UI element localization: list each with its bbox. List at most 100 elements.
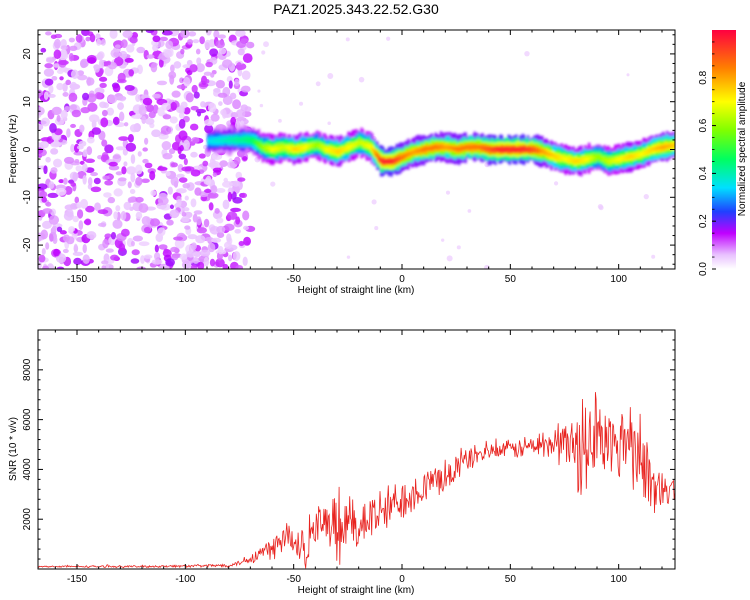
noise-speckle — [114, 44, 121, 49]
noise-speckle — [259, 103, 264, 108]
ridge-segment — [350, 144, 353, 148]
ridge-segment — [329, 147, 332, 153]
ridge-segment — [498, 148, 501, 152]
noise-speckle — [278, 118, 282, 123]
noise-speckle — [142, 147, 148, 152]
ridge-segment — [571, 158, 574, 163]
ridge-segment — [212, 139, 215, 143]
ridge-segment — [251, 138, 254, 143]
noise-speckle — [200, 101, 206, 108]
noise-speckle — [38, 260, 42, 269]
ridge-segment — [582, 158, 586, 162]
noise-speckle — [38, 124, 44, 130]
noise-speckle — [204, 118, 215, 127]
noise-speckle — [73, 257, 82, 265]
ridge-segment — [265, 146, 268, 150]
ridge-segment — [476, 144, 479, 149]
noise-speckle — [221, 181, 233, 188]
colorbar-tick-label: 0.4 — [698, 166, 709, 180]
noise-speckle — [176, 173, 185, 178]
noise-speckle — [129, 36, 138, 44]
colorbar-tick-label: 0.2 — [698, 214, 709, 228]
ridge-segment — [208, 138, 211, 143]
ridge-segment — [633, 154, 636, 158]
noise-speckle — [87, 31, 94, 37]
ridge-segment — [268, 146, 271, 150]
ridge-segment — [398, 156, 401, 161]
y-tick-label: 6000 — [22, 408, 33, 431]
ridge-segment — [303, 146, 306, 150]
ridge-segment — [499, 147, 502, 151]
noise-speckle — [162, 114, 172, 120]
ridge-segment — [547, 152, 551, 156]
ridge-segment — [434, 144, 437, 149]
noise-speckle — [157, 166, 168, 171]
noise-speckle — [184, 195, 189, 201]
ridge-segment — [346, 145, 349, 150]
ridge-segment — [242, 137, 245, 142]
noise-speckle — [69, 104, 77, 111]
ridge-segment — [426, 147, 430, 151]
ridge-segment — [227, 137, 231, 142]
noise-speckle — [152, 35, 161, 43]
noise-speckle — [66, 208, 74, 218]
ridge-segment — [586, 157, 590, 162]
noise-speckle — [62, 234, 71, 242]
noise-speckle — [152, 93, 161, 99]
noise-speckle — [43, 165, 48, 175]
ridge-segment — [392, 158, 396, 163]
ridge-segment — [481, 146, 484, 151]
noise-speckle — [238, 240, 245, 247]
noise-speckle — [232, 251, 241, 261]
ridge-segment — [416, 148, 419, 154]
noise-speckle — [203, 178, 212, 185]
ridge-segment — [300, 146, 304, 151]
noise-speckle — [45, 201, 52, 207]
ridge-segment — [519, 147, 522, 152]
noise-speckle — [44, 78, 54, 86]
noise-speckle — [142, 97, 153, 106]
noise-speckle — [190, 242, 197, 251]
ridge-segment — [221, 138, 224, 143]
ridge-segment — [437, 145, 440, 150]
ridge-segment — [331, 148, 335, 153]
noise-speckle — [235, 171, 243, 180]
noise-speckle — [110, 254, 119, 261]
noise-speckle — [524, 50, 530, 57]
noise-speckle — [180, 48, 185, 55]
noise-speckle — [82, 92, 90, 101]
ridge-segment — [480, 145, 483, 149]
ridge-segment — [608, 159, 612, 164]
noise-speckle — [163, 49, 172, 58]
noise-speckle — [237, 48, 245, 56]
ridge-segment — [638, 152, 642, 156]
noise-speckle — [112, 153, 122, 164]
ridge-segment — [435, 145, 439, 150]
y-tick-label: 2000 — [22, 508, 33, 531]
ridge-segment — [469, 145, 473, 149]
ridge-segment — [266, 146, 270, 150]
noise-speckle — [192, 257, 200, 264]
ridge-segment — [379, 159, 383, 163]
ridge-segment — [231, 138, 235, 142]
ridge-segment — [628, 154, 631, 159]
ridge-segment — [339, 148, 343, 154]
noise-speckle — [179, 77, 184, 84]
noise-speckle — [129, 124, 139, 133]
noise-speckle — [180, 101, 188, 109]
noise-speckle — [167, 186, 173, 195]
noise-speckle — [42, 208, 53, 214]
noise-speckle — [149, 218, 161, 227]
noise-speckle — [99, 67, 104, 75]
noise-speckle — [157, 106, 165, 117]
ridge-segment — [230, 137, 233, 142]
ridge-segment — [473, 144, 476, 150]
noise-speckle — [73, 243, 78, 254]
noise-speckle — [186, 250, 196, 258]
ridge-segment — [217, 138, 220, 143]
noise-speckle — [71, 109, 82, 118]
ridge-segment — [365, 143, 369, 148]
ridge-segment — [524, 147, 527, 152]
noise-speckle — [207, 102, 217, 113]
